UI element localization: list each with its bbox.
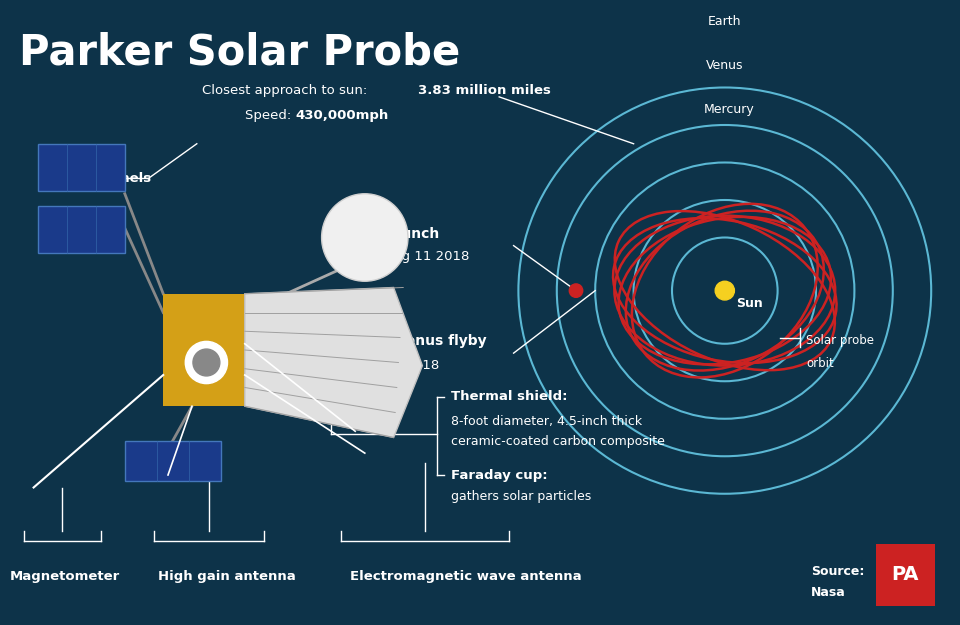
Text: Faraday cup:: Faraday cup: — [451, 469, 548, 481]
Text: Solar probe: Solar probe — [806, 334, 875, 347]
Text: Source:: Source: — [811, 566, 865, 578]
Text: Venus: Venus — [706, 59, 744, 72]
Text: gathers solar particles: gathers solar particles — [451, 491, 591, 503]
Circle shape — [185, 341, 228, 384]
Text: 430,000mph: 430,000mph — [296, 109, 389, 122]
Text: PA: PA — [892, 566, 919, 584]
FancyBboxPatch shape — [163, 294, 250, 406]
Text: Magnetometer: Magnetometer — [10, 570, 120, 582]
Circle shape — [569, 284, 583, 298]
Ellipse shape — [715, 281, 734, 300]
FancyBboxPatch shape — [876, 544, 935, 606]
Text: Closest approach to sun:: Closest approach to sun: — [202, 84, 372, 97]
FancyBboxPatch shape — [38, 206, 125, 253]
Text: Sep 28 2018: Sep 28 2018 — [355, 359, 440, 372]
Text: Thermal shield:: Thermal shield: — [451, 391, 567, 403]
Text: ceramic-coated carbon composite: ceramic-coated carbon composite — [451, 436, 665, 448]
Text: Sun: Sun — [736, 297, 763, 310]
Text: First Venus flyby: First Venus flyby — [355, 334, 487, 348]
Text: Parker Solar Probe: Parker Solar Probe — [19, 31, 461, 73]
Text: Nasa: Nasa — [811, 586, 846, 599]
Text: Launch: Launch — [384, 228, 441, 241]
FancyBboxPatch shape — [38, 144, 125, 191]
Text: High gain antenna: High gain antenna — [158, 570, 296, 582]
Text: Speed:: Speed: — [245, 109, 296, 122]
Text: 3.83 million miles: 3.83 million miles — [418, 84, 550, 97]
Text: Mercury: Mercury — [705, 103, 755, 116]
Text: orbit: orbit — [806, 357, 834, 370]
Text: 8-foot diameter, 4.5-inch thick: 8-foot diameter, 4.5-inch thick — [451, 416, 642, 428]
Text: Electromagnetic wave antenna: Electromagnetic wave antenna — [350, 570, 582, 582]
Ellipse shape — [322, 194, 408, 281]
Circle shape — [193, 349, 220, 376]
Text: Solar panels: Solar panels — [58, 172, 151, 184]
Text: Earth: Earth — [708, 16, 741, 28]
FancyBboxPatch shape — [125, 441, 221, 481]
Text: Aug 11 2018: Aug 11 2018 — [384, 250, 469, 262]
Polygon shape — [245, 288, 422, 438]
